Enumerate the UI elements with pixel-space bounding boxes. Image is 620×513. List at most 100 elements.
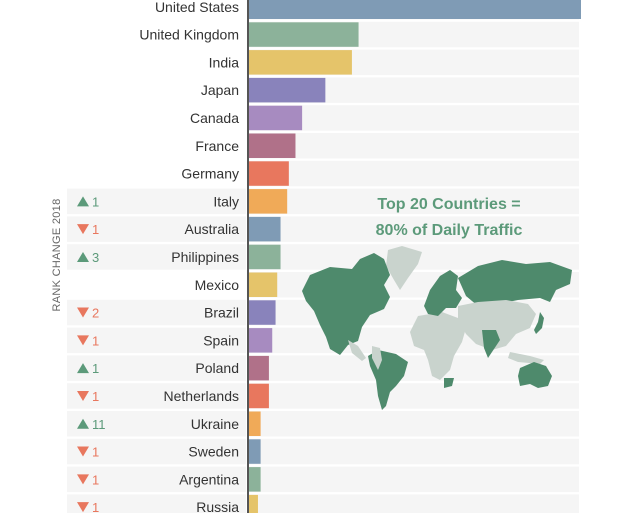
rank-change-value: 1	[92, 445, 99, 460]
rank-change-value: 2	[92, 306, 99, 321]
category-label: Argentina	[179, 471, 239, 487]
row-background-left	[67, 411, 246, 437]
bar	[249, 105, 303, 131]
category-label: United Kingdom	[139, 27, 239, 43]
category-label: Ukraine	[191, 416, 239, 432]
bar-row: Australia 1	[67, 216, 579, 242]
row-background-left	[67, 438, 246, 465]
category-label: Italy	[213, 193, 239, 209]
rank-change-label: RANK CHANGE 2018	[51, 198, 63, 311]
arrow-down-icon	[77, 446, 89, 457]
rank-change-value: 1	[92, 222, 99, 237]
map-asia	[458, 300, 536, 350]
rank-change-value: 1	[92, 389, 99, 404]
map-south-africa	[444, 378, 454, 388]
row-background-left	[67, 466, 246, 493]
bar-row: Japan	[201, 77, 579, 103]
arrow-down-icon	[77, 335, 89, 346]
row-background-left	[67, 355, 246, 381]
map-central-america	[348, 340, 366, 361]
row-background	[249, 160, 579, 187]
rank-change-value: 1	[92, 194, 99, 209]
arrow-down-icon	[77, 502, 89, 513]
row-background-left	[67, 216, 246, 242]
bar	[249, 355, 269, 381]
row-background	[249, 105, 579, 131]
row-background	[249, 411, 579, 437]
rank-change-value: 1	[92, 500, 99, 513]
map-se-asia	[508, 352, 544, 364]
map-south-america-light	[372, 346, 382, 370]
category-label: United States	[155, 0, 239, 15]
bar	[249, 494, 258, 513]
category-label: Sweden	[188, 444, 239, 460]
category-label: Australia	[185, 221, 240, 237]
category-label: Brazil	[204, 305, 239, 321]
bar-row: Netherlands 1	[67, 383, 579, 409]
map-europe	[424, 270, 462, 316]
bar-row: Ukraine 11	[67, 411, 579, 437]
map-north-america	[302, 253, 390, 355]
bar	[249, 411, 261, 436]
arrow-up-icon	[77, 251, 89, 262]
bar	[249, 77, 326, 103]
bar	[249, 161, 289, 186]
rank-change-value: 1	[92, 472, 99, 487]
bar	[249, 0, 581, 19]
row-background	[249, 133, 579, 159]
bar	[249, 467, 261, 492]
category-label: Mexico	[195, 277, 240, 293]
category-label: France	[195, 138, 239, 154]
row-background-left	[67, 494, 246, 513]
rank-change-value: 3	[92, 250, 99, 265]
category-label: Russia	[196, 499, 239, 513]
row-background	[249, 216, 579, 242]
bar	[249, 133, 296, 158]
bar	[249, 189, 288, 214]
bar	[249, 216, 281, 242]
bar-row: Spain 1	[67, 327, 579, 354]
bar-row: India	[209, 49, 579, 76]
bar-row: Poland 1	[67, 355, 579, 381]
map-japan	[534, 312, 544, 334]
bar	[249, 383, 269, 409]
category-label: Spain	[203, 332, 239, 348]
row-background-left	[67, 299, 246, 326]
rank-change-value: 1	[92, 361, 99, 376]
row-background-left	[67, 383, 246, 409]
chart-title-line-1: Top 20 Countries =	[377, 196, 520, 213]
bar	[249, 300, 276, 325]
category-label: India	[209, 54, 240, 70]
map-greenland	[386, 246, 422, 290]
arrow-up-icon	[77, 418, 89, 429]
arrow-down-icon	[77, 307, 89, 318]
bar-row: Italy 1	[67, 188, 579, 215]
row-background	[249, 494, 579, 513]
row-background	[249, 383, 579, 409]
arrow-down-icon	[77, 474, 89, 485]
bar	[249, 272, 278, 297]
arrow-up-icon	[77, 196, 89, 207]
map-russia	[458, 260, 572, 306]
bar-row: Germany	[181, 160, 579, 187]
bar-row: Argentina 1	[67, 466, 579, 493]
category-label: Philippines	[171, 249, 239, 265]
map-australia	[518, 362, 552, 388]
bar-row: France	[195, 133, 579, 159]
bar	[249, 244, 281, 270]
bar-row: United Kingdom	[139, 21, 579, 48]
bar-row: United States	[155, 0, 581, 20]
category-label: Netherlands	[164, 388, 240, 404]
bar	[249, 328, 273, 353]
bar	[249, 439, 261, 464]
bar-row: Canada	[190, 105, 579, 131]
row-background-left	[67, 244, 246, 270]
category-label: Germany	[181, 166, 239, 182]
category-label: Poland	[195, 360, 239, 376]
arrow-down-icon	[77, 224, 89, 235]
row-background	[249, 466, 579, 493]
arrow-up-icon	[77, 363, 89, 374]
row-background-left	[67, 188, 246, 215]
category-label: Canada	[190, 110, 239, 126]
